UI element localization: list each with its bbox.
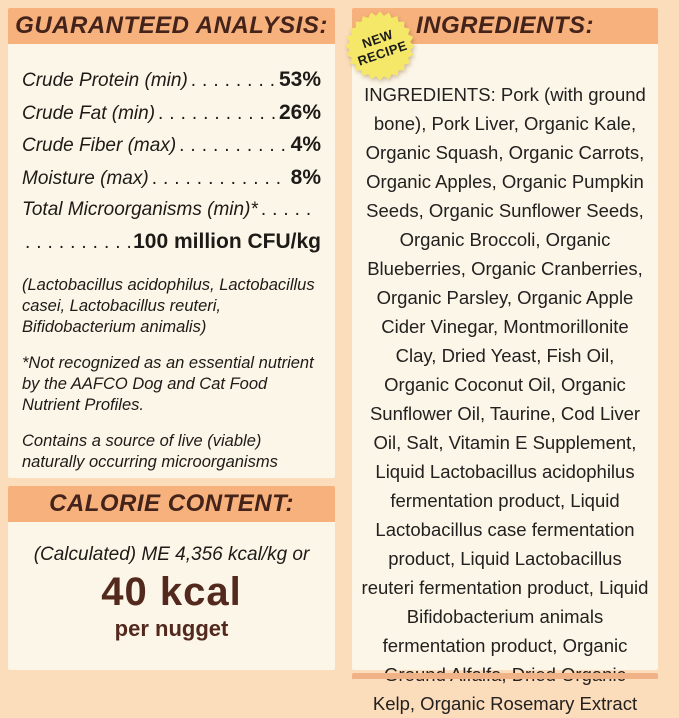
analysis-row-microorganisms-value: 100 million CFU/kg — [22, 226, 321, 259]
analysis-row-microorganisms: Total Microorganisms (min)* — [22, 194, 321, 226]
pet-food-label: { "colors": { "page_bg": "#FBDCBB", "hea… — [0, 0, 679, 679]
analysis-value: 100 million CFU/kg — [133, 229, 321, 253]
analysis-value: 8% — [290, 165, 321, 189]
dot-leader — [191, 65, 276, 97]
next-section-top-edge — [352, 673, 658, 679]
calorie-content-body: (Calculated) ME 4,356 kcal/kg or 40 kcal… — [8, 522, 335, 642]
guaranteed-analysis-panel: GUARANTEED ANALYSIS: Crude Protein (min)… — [8, 8, 335, 478]
dot-leader — [179, 130, 287, 162]
ingredients-panel: INGREDIENTS: INGREDIENTS: Pork (with gro… — [352, 8, 658, 714]
dot-leader — [25, 227, 130, 259]
analysis-label: Moisture (max) — [22, 167, 149, 189]
dot-leader — [261, 194, 318, 226]
guaranteed-analysis-body: Crude Protein (min) 53% Crude Fat (min) … — [8, 44, 335, 473]
calorie-per-unit: per nugget — [114, 616, 229, 641]
calorie-content-header: CALORIE CONTENT: — [8, 486, 335, 522]
analysis-value: 26% — [278, 100, 321, 124]
analysis-row-crude-fiber: Crude Fiber (max) 4% — [22, 129, 321, 162]
aafco-footnote: *Not recognized as an essential nutrient… — [22, 354, 314, 414]
analysis-row-moisture: Moisture (max) 8% — [22, 162, 321, 195]
dot-leader — [158, 98, 276, 130]
dot-leader — [152, 163, 288, 195]
probiotic-species-note: (Lactobacillus acidophilus, Lactobacillu… — [22, 276, 315, 336]
analysis-value: 4% — [290, 133, 321, 156]
analysis-value: 53% — [278, 68, 321, 91]
ingredients-text: INGREDIENTS: Pork (with ground bone), Po… — [361, 84, 649, 714]
calorie-kcal-value: 40 kcal — [101, 570, 242, 614]
new-recipe-badge: NEW RECIPE — [345, 11, 415, 81]
analysis-row-crude-fat: Crude Fat (min) 26% — [22, 97, 321, 130]
analysis-label: Total Microorganisms (min)* — [22, 199, 258, 220]
guaranteed-analysis-header: GUARANTEED ANALYSIS: — [8, 8, 335, 44]
starburst-seal-icon — [345, 11, 415, 81]
analysis-label: Crude Fat (min) — [22, 102, 156, 124]
calorie-content-panel: CALORIE CONTENT: (Calculated) ME 4,356 k… — [8, 486, 335, 670]
analysis-row-crude-protein: Crude Protein (min) 53% — [22, 64, 321, 97]
analysis-label: Crude Fiber (max) — [22, 135, 177, 156]
analysis-label: Crude Protein (min) — [22, 70, 188, 91]
calorie-calculated-line: (Calculated) ME 4,356 kcal/kg or — [33, 544, 310, 565]
live-microorganisms-note: Contains a source of live (viable) natur… — [22, 432, 278, 471]
